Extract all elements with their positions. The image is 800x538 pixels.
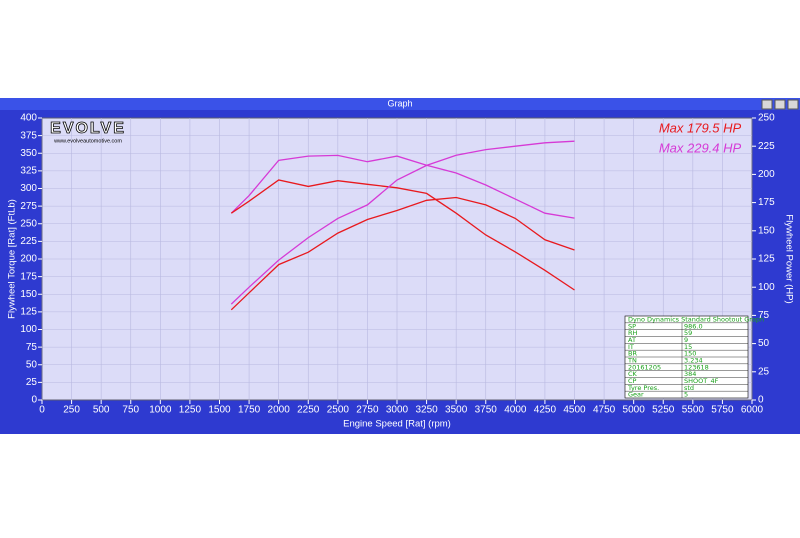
x-tick-label: 3500 — [445, 405, 468, 416]
info-cell: AT — [628, 336, 636, 344]
x-tick-label: 0 — [39, 405, 45, 416]
y-tick-label: 300 — [20, 183, 37, 194]
x-tick-label: 2000 — [268, 405, 291, 416]
info-title: Dyno Dynamics Standard Shootout Graph — [628, 315, 764, 323]
x-tick-label: 6000 — [741, 405, 764, 416]
info-cell: 986.0 — [684, 322, 703, 330]
x-tick-label: 1500 — [208, 405, 231, 416]
x-tick-label: 2250 — [297, 405, 320, 416]
y2-tick-label: 225 — [758, 141, 775, 152]
title-bar — [0, 98, 800, 110]
info-cell: 3.234 — [684, 356, 703, 364]
y-tick-label: 350 — [20, 148, 37, 159]
x-tick-label: 4750 — [593, 405, 616, 416]
y-tick-label: 175 — [20, 271, 37, 282]
x-tick-label: 5250 — [652, 405, 675, 416]
info-cell: IT — [628, 343, 634, 351]
x-tick-label: 5000 — [623, 405, 646, 416]
info-cell: Gear — [628, 391, 644, 399]
y-axis-title: Flywheel Torque [Rat] (FtLb) — [7, 199, 18, 319]
info-cell: 20161205 — [628, 363, 661, 371]
info-cell: 150 — [684, 350, 696, 358]
x-tick-label: 1250 — [179, 405, 202, 416]
y-tick-label: 250 — [20, 218, 37, 229]
info-cell: SHOOT_4F — [684, 377, 719, 385]
line — [230, 140, 575, 305]
x-tick-label: 500 — [93, 405, 110, 416]
y2-tick-label: 125 — [758, 254, 775, 265]
annotation: Max 229.4 HP — [659, 140, 742, 155]
y-tick-label: 325 — [20, 166, 37, 177]
line — [230, 154, 575, 219]
x-tick-label: 750 — [122, 405, 139, 416]
info-cell: TN — [627, 356, 637, 364]
info-cell: 5 — [684, 391, 688, 399]
info-cell: 123618 — [684, 363, 709, 371]
logo: EVOLVE — [50, 120, 126, 137]
x-tick-label: 3750 — [475, 405, 498, 416]
x-tick-label: 2750 — [356, 405, 379, 416]
y-tick-label: 200 — [20, 254, 37, 265]
info-cell: 9 — [684, 336, 688, 344]
y2-tick-label: 50 — [758, 338, 770, 349]
x-tick-label: 4250 — [534, 405, 557, 416]
y-tick-label: 150 — [20, 289, 37, 300]
line — [230, 196, 575, 311]
y-tick-label: 100 — [20, 324, 37, 335]
y-tick-label: 75 — [26, 342, 38, 353]
minimize-button[interactable] — [774, 99, 786, 110]
info-cell: std — [684, 384, 694, 392]
x-tick-label: 1750 — [238, 405, 261, 416]
x-tick-label: 3000 — [386, 405, 409, 416]
y2-tick-label: 200 — [758, 169, 775, 180]
y2-tick-label: 150 — [758, 225, 775, 236]
info-cell: Tyre Pres. — [627, 384, 659, 392]
info-cell: 384 — [684, 370, 696, 378]
y-tick-label: 225 — [20, 236, 37, 247]
info-cell: BR — [628, 350, 637, 358]
x-tick-label: 5500 — [682, 405, 705, 416]
y2-tick-label: 75 — [758, 310, 770, 321]
y-tick-label: 275 — [20, 201, 37, 212]
info-cell: SP — [628, 322, 636, 330]
y2-tick-label: 0 — [758, 395, 764, 406]
y-tick-label: 25 — [26, 377, 38, 388]
line — [230, 179, 575, 291]
annotation: Max 179.5 HP — [659, 120, 742, 135]
info-cell: RH — [628, 329, 638, 337]
y2-tick-label: 250 — [758, 113, 775, 124]
info-cell: 59 — [684, 329, 692, 337]
x-tick-label: 250 — [63, 405, 80, 416]
x-tick-label: 4500 — [563, 405, 586, 416]
y2-axis-title: Flywheel Power (HP) — [783, 214, 794, 303]
y2-tick-label: 175 — [758, 197, 775, 208]
x-axis-title: Engine Speed [Rat] (rpm) — [343, 419, 451, 430]
info-cell: CK — [628, 370, 638, 378]
x-tick-label: 5750 — [711, 405, 734, 416]
y-tick-label: 125 — [20, 307, 37, 318]
y-tick-label: 375 — [20, 130, 37, 141]
x-tick-label: 3250 — [415, 405, 438, 416]
window-title: Graph — [387, 98, 412, 108]
x-tick-label: 2500 — [327, 405, 350, 416]
close-button[interactable] — [787, 99, 799, 110]
y-tick-label: 50 — [26, 359, 38, 370]
info-cell: 15 — [684, 343, 692, 351]
x-tick-label: 1000 — [149, 405, 172, 416]
y2-tick-label: 100 — [758, 282, 775, 293]
y2-tick-label: 25 — [758, 366, 770, 377]
y-tick-label: 0 — [31, 395, 37, 406]
info-cell: CP — [628, 377, 637, 385]
restore-button[interactable] — [761, 99, 773, 110]
x-tick-label: 4000 — [504, 405, 527, 416]
y-tick-label: 400 — [20, 113, 37, 124]
logo-url: www.evolveautomotive.com — [53, 138, 122, 144]
